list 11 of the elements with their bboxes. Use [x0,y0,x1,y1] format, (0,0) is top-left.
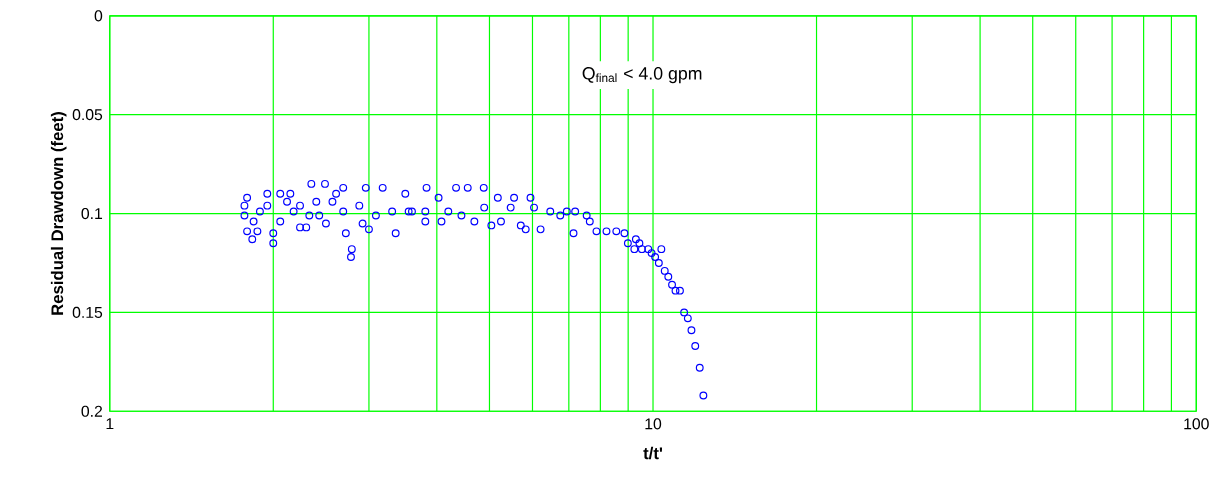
x-tick-label: 100 [1184,418,1209,430]
y-tick-label: 0.15 [72,306,103,318]
x-tick-label: 1 [106,418,114,429]
y-tick-label: 0.05 [72,109,103,121]
x-axis-title: t/t' [643,446,663,460]
y-tick-label: 0.1 [81,207,103,220]
x-tick-label: 10 [645,418,662,430]
y-tick-label: 0.2 [81,405,102,417]
y-tick-label: 0 [94,10,103,22]
y-axis-title: Residual Drawdown (feet) [50,111,67,315]
annotation: Q$_{final}$ < 4.0 gpm [582,67,702,84]
